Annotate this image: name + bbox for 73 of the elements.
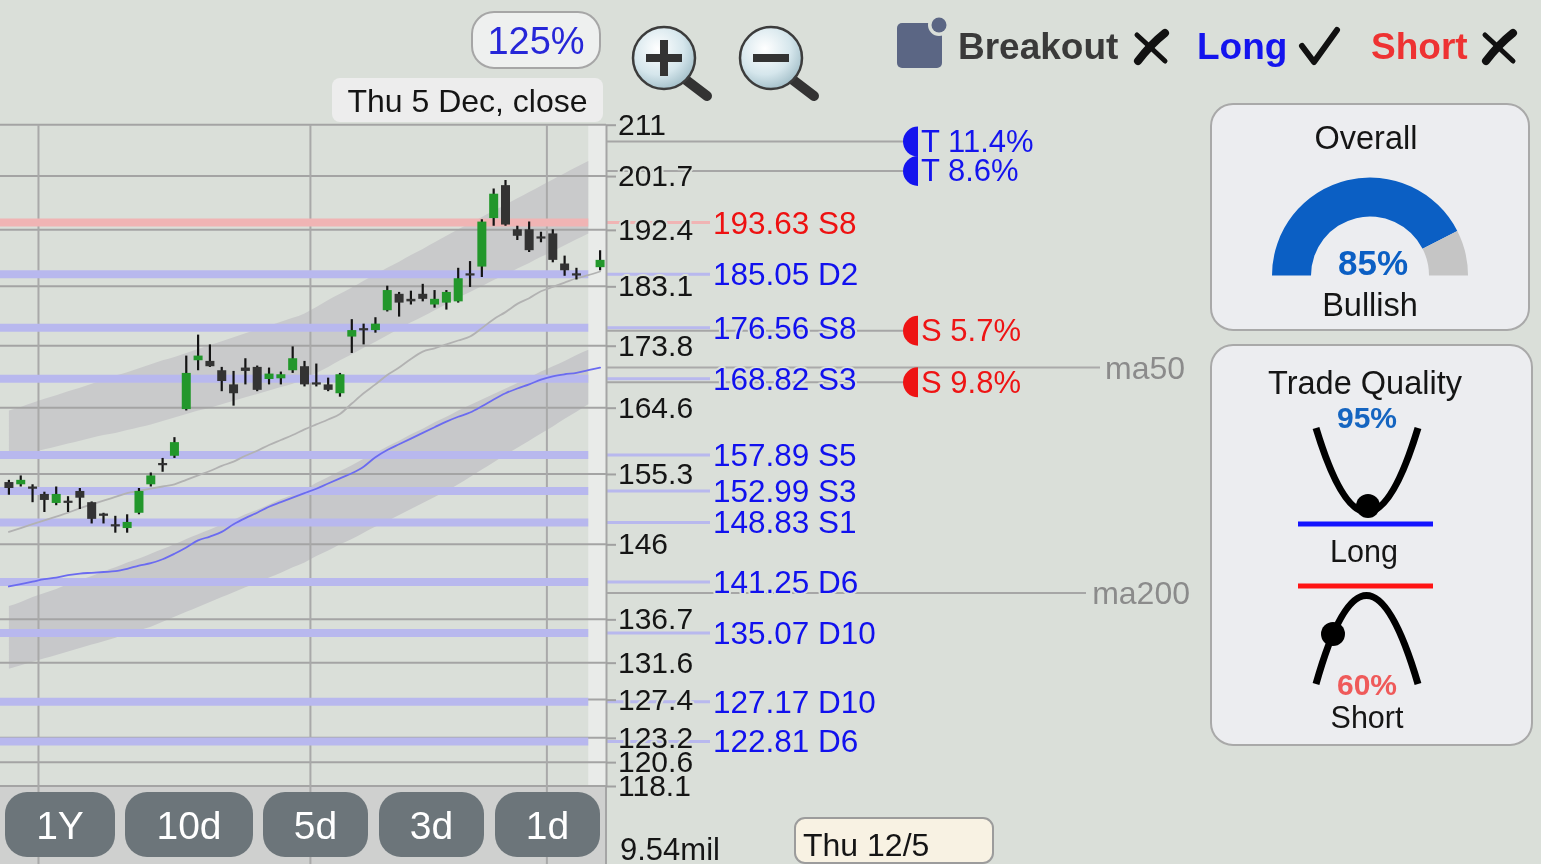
y-tick-label: 131.6 — [618, 645, 694, 679]
candlestick — [347, 318, 357, 355]
y-tick-label: 192.4 — [618, 212, 694, 246]
zoom-level-badge: 125% — [471, 11, 601, 69]
ref-line-label: 127.17 D10 — [713, 683, 876, 720]
candlestick — [169, 436, 179, 460]
ref-line-label: S 9.8% — [921, 364, 1021, 400]
candlestick — [571, 266, 581, 281]
text: 9.54mil — [620, 831, 720, 864]
candlestick — [51, 485, 61, 507]
text: Short — [1371, 25, 1468, 67]
ref-line-label: 122.81 D6 — [713, 723, 859, 760]
chart-title: Overall — [1314, 120, 1418, 156]
ref-line-label: 141.25 D6 — [713, 564, 859, 601]
line-series — [8, 366, 601, 588]
candlestick — [524, 220, 534, 254]
range-button[interactable]: 1d — [495, 792, 600, 857]
ref-line-label: S 5.7% — [921, 313, 1021, 349]
text: Long — [1197, 25, 1288, 67]
candlestick — [595, 249, 605, 272]
candlestick — [75, 486, 85, 511]
candlestick — [205, 343, 215, 368]
y-tick-label: 127.4 — [618, 682, 694, 716]
ref-line-label: 193.63 S8 — [713, 204, 857, 241]
range-button[interactable]: 10d — [125, 792, 253, 857]
candlestick — [394, 290, 404, 318]
y-tick-label: 136.7 — [618, 602, 694, 636]
range-button[interactable]: 1Y — [5, 792, 115, 857]
candlestick — [39, 490, 49, 514]
ref-line-label: 176.56 S8 — [713, 309, 857, 346]
candlestick — [382, 284, 392, 313]
y-tick-label: 183.1 — [618, 269, 694, 303]
range-button[interactable]: 5d — [263, 792, 368, 857]
text: 95% — [1336, 400, 1398, 434]
text: Long — [1330, 534, 1398, 569]
cursor-date-badge: Thu 12/5 — [794, 817, 994, 864]
y-tick-label: 164.6 — [618, 390, 694, 424]
candlestick — [87, 500, 97, 525]
candlestick — [453, 266, 463, 304]
candlestick — [217, 365, 227, 393]
text: Breakout — [958, 25, 1119, 67]
range-button[interactable]: 3d — [379, 792, 484, 857]
candlestick — [311, 362, 321, 388]
text: Bullish — [1322, 287, 1418, 323]
candlestick — [134, 486, 144, 516]
candlestick — [28, 483, 38, 504]
y-tick-label: 146 — [618, 527, 669, 561]
date-badge: Thu 5 Dec, close — [332, 78, 603, 122]
candlestick — [465, 259, 475, 289]
candlestick — [122, 513, 132, 534]
ref-line-label: 157.89 S5 — [713, 437, 857, 474]
data-label: 85% — [1337, 242, 1409, 282]
ref-line-label: ma200 — [1092, 574, 1190, 611]
y-tick-label: 155.3 — [618, 457, 694, 491]
text: ma50 — [1105, 349, 1186, 386]
candlestick — [359, 322, 369, 346]
candlestick — [240, 357, 250, 386]
candlestick — [441, 288, 451, 311]
text: Short — [1330, 700, 1404, 734]
ref-line-label: 168.82 S3 — [713, 360, 857, 397]
y-tick-label: 211 — [618, 107, 666, 141]
text: Trade Quality — [1268, 365, 1463, 401]
candlestick — [229, 369, 239, 407]
ref-line-label: 185.05 D2 — [713, 256, 859, 293]
candlestick — [288, 345, 298, 375]
candlestick — [252, 364, 262, 393]
ref-line-label: 135.07 D10 — [713, 615, 876, 651]
candlestick — [430, 288, 440, 309]
y-tick-label: 173.8 — [618, 328, 694, 362]
candlestick — [335, 371, 345, 398]
candlestick — [300, 359, 309, 388]
text: 60% — [1336, 667, 1398, 701]
y-tick-label: 201.7 — [618, 159, 694, 193]
